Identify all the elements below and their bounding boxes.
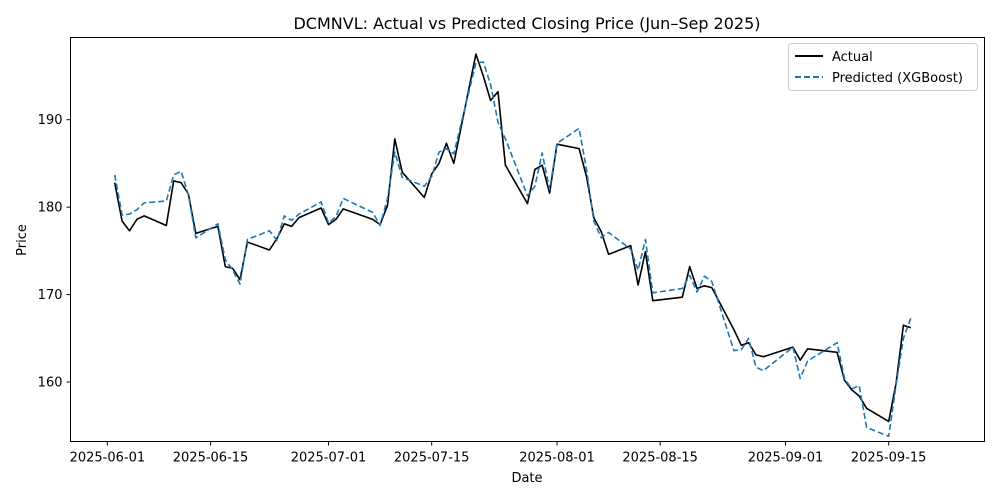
x-tick-label: 2025-09-01 [748, 451, 824, 466]
x-tick-label: 2025-08-01 [519, 451, 595, 466]
y-tick-label: 180 [38, 201, 63, 216]
x-tick-label: 2025-07-15 [394, 451, 470, 466]
series-layer [113, 53, 912, 438]
legend-box [788, 43, 978, 91]
chart-title: DCMNVL: Actual vs Predicted Closing Pric… [293, 14, 760, 33]
y-tick-label: 190 [38, 113, 63, 128]
y-tick-label: 170 [38, 288, 63, 303]
legend-predicted-label: Predicted (XGBoost) [832, 71, 963, 86]
legend-actual-label: Actual [832, 50, 873, 65]
x-axis-title: Date [511, 471, 542, 486]
series-line-actual [113, 53, 912, 423]
series-line-predicted [113, 61, 912, 438]
axes-frame [70, 37, 985, 442]
y-tick-label: 160 [38, 376, 63, 391]
y-axis: 160 170 180 190 [38, 113, 71, 391]
x-axis: 2025-06-01 2025-06-15 2025-07-01 2025-07-15… [70, 441, 927, 466]
x-tick-label: 2025-07-01 [291, 451, 367, 466]
x-tick-label: 2025-09-15 [851, 451, 927, 466]
plot-area: 2025-06-01 2025-06-15 2025-07-01 2025-07-15… [38, 37, 985, 466]
x-tick-label: 2025-08-15 [622, 451, 698, 466]
y-axis-title: Price [15, 224, 30, 256]
x-tick-label: 2025-06-15 [173, 451, 249, 466]
x-tick-label: 2025-06-01 [70, 451, 146, 466]
legend: Actual Predicted (XGBoost) [788, 43, 978, 91]
